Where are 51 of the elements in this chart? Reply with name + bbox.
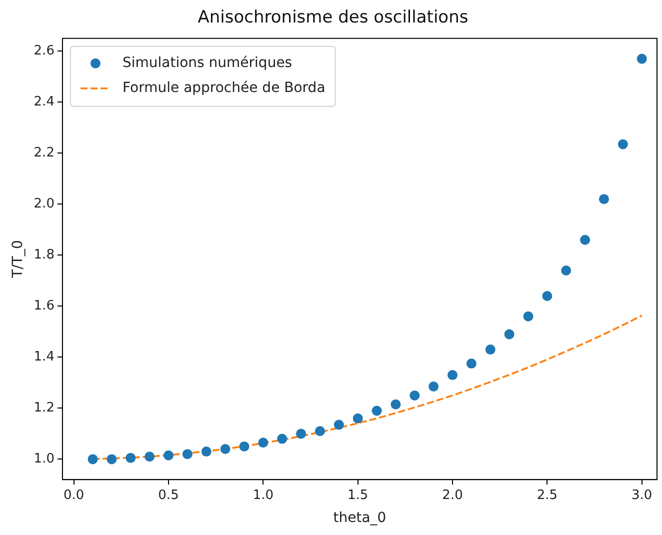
point [410,390,420,400]
point [201,446,212,457]
x-tick-label: 1.5 [348,488,368,503]
x-tick-label: 3.0 [632,488,652,503]
point [504,329,514,340]
point [466,358,476,369]
point [580,234,590,245]
y-tick-label: 2.2 [34,146,54,161]
point [88,454,98,464]
point [182,449,192,460]
point [618,139,628,150]
y-tick-label: 2.4 [34,94,54,110]
y-tick-label: 2.0 [34,196,54,212]
y-axis-title: T/T_0 [10,240,26,279]
point [277,434,288,444]
y-tick-label: 1.6 [34,298,54,314]
point [485,344,496,355]
point [314,426,325,436]
point [334,420,344,430]
x-tick-label: 2.5 [536,488,558,503]
point [352,413,363,424]
point [523,311,534,322]
y-tick-label: 1.8 [34,248,54,263]
point [239,441,250,452]
point [561,265,572,276]
point [542,290,552,301]
x-tick-label: 1.0 [252,488,274,503]
point [144,452,155,462]
point [448,370,458,380]
y-tick-label: 1.4 [34,350,54,365]
y-tick-label: 1.0 [34,452,54,467]
point [258,438,268,448]
point [296,428,306,439]
point [126,452,136,463]
point [390,399,401,410]
chart-title: Anisochronisme des oscillations [198,8,468,28]
legend-label: Simulations numériques [122,55,292,72]
point [428,382,439,392]
point [372,406,382,416]
point [220,444,230,454]
point [636,54,647,64]
point [164,450,174,460]
x-tick-label: 0.5 [158,488,179,503]
y-tick-label: 2.6 [34,44,54,59]
point [598,194,609,204]
y-tick-label: 1.2 [34,400,54,416]
x-axis-title: theta_0 [333,510,386,526]
legend-label: Formule approchée de Borda [122,80,326,96]
point [106,454,117,464]
x-tick-label: 0.0 [63,488,84,503]
x-tick-label: 2.0 [442,488,463,503]
